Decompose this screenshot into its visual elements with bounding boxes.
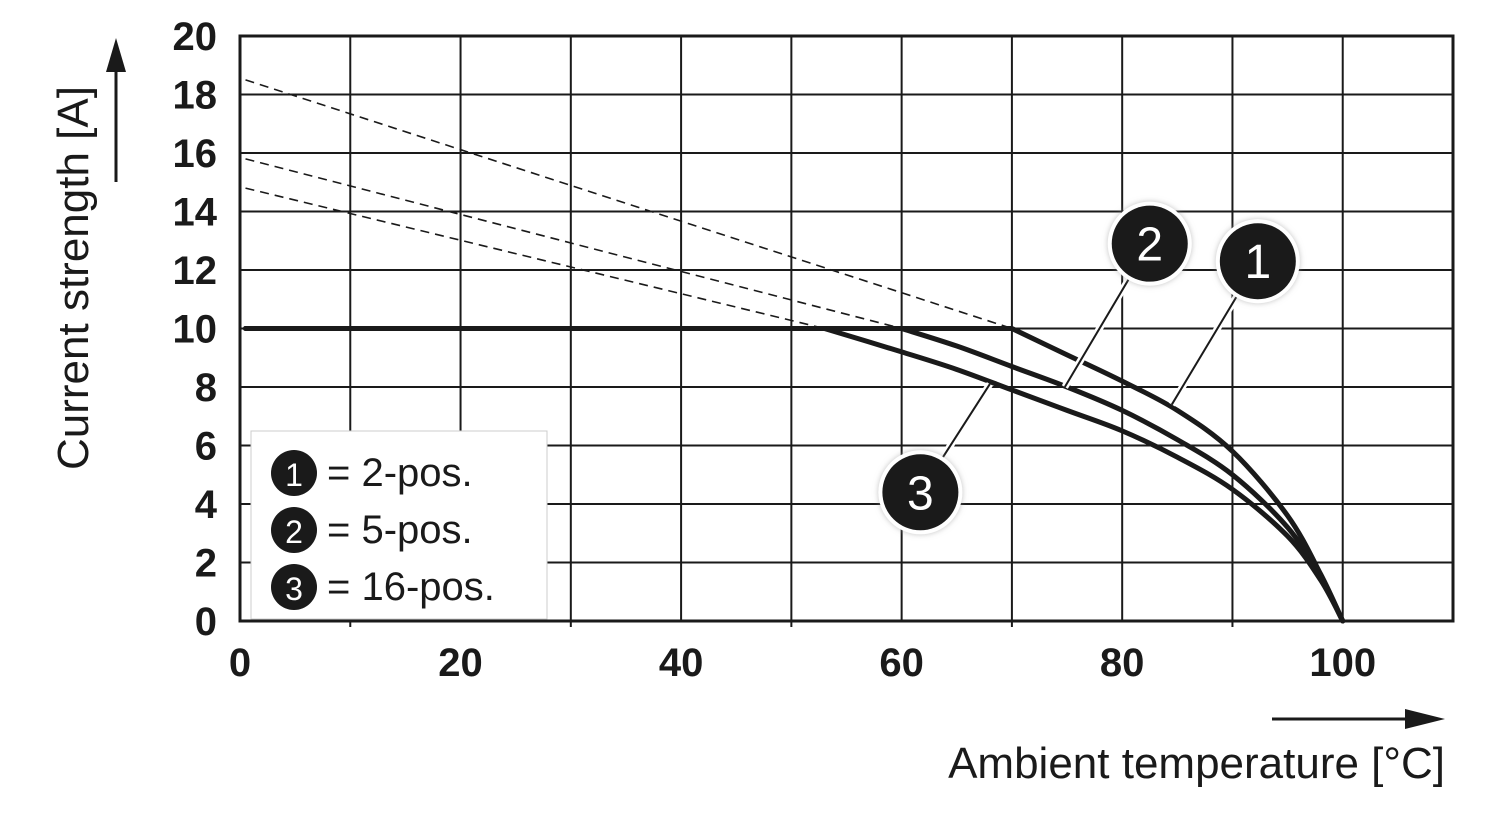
y-tick-label: 2	[195, 542, 217, 586]
legend-badge-1-number: 1	[285, 457, 303, 493]
y-tick-label: 14	[173, 191, 218, 235]
callouts: 2 1 3	[878, 201, 1300, 535]
callout-badge-number: 3	[907, 467, 934, 520]
x-tick-label: 100	[1309, 641, 1376, 685]
x-tick-labels: 0 20 40 60 80 100	[229, 641, 1376, 685]
y-tick-label: 20	[173, 15, 218, 59]
y-tick-labels: 0 2 4 6 8 10 12 14 16 18 20	[173, 15, 218, 644]
legend-item-1: 1 = 2-pos.	[271, 450, 473, 496]
y-tick-label: 16	[173, 132, 218, 176]
legend-badge-3	[271, 564, 317, 610]
y-tick-label: 18	[173, 74, 218, 118]
x-tick-label: 20	[438, 641, 483, 685]
legend-label-3: = 16-pos.	[327, 565, 495, 609]
y-tick-label: 8	[195, 366, 217, 410]
series-3-line	[243, 326, 1346, 624]
callout-3: 3	[878, 382, 993, 535]
y-tick-label: 10	[173, 308, 218, 352]
y-axis-title: Current strength [A]	[49, 38, 126, 470]
callout-1: 1	[1168, 219, 1300, 407]
callout-badge-number: 1	[1244, 236, 1271, 289]
legend-label-2: = 5-pos.	[327, 508, 473, 552]
x-tick-label: 60	[879, 641, 924, 685]
callout-badge	[1219, 223, 1296, 300]
x-tick-label: 40	[659, 641, 704, 685]
y-axis-label: Current strength [A]	[49, 86, 98, 470]
legend-badge-2-number: 2	[285, 514, 303, 550]
callout-badge	[1111, 205, 1188, 282]
plot-frame	[238, 34, 1455, 623]
callout-badge	[882, 454, 959, 531]
legend-badge-3-number: 3	[285, 571, 303, 607]
series-lines	[243, 326, 1346, 624]
y-axis-arrow-head	[106, 38, 126, 72]
y-tick-label: 0	[195, 600, 217, 644]
legend-badge-1	[271, 450, 317, 496]
series-2-dashed	[245, 158, 902, 330]
legend-badge-2	[271, 507, 317, 553]
x-axis-arrow-head	[1405, 709, 1445, 729]
series-3-dashed	[245, 187, 825, 330]
legend-item-2: 2 = 5-pos.	[271, 507, 473, 553]
dashed-extrapolations	[245, 79, 1013, 330]
legend: 1 = 2-pos. 2 = 5-pos. 3 = 16-pos.	[250, 430, 548, 620]
series-1-dashed	[245, 79, 1013, 330]
x-axis-label: Ambient temperature [°C]	[948, 739, 1445, 788]
callout-badge-number: 2	[1136, 219, 1163, 272]
legend-item-3: 3 = 16-pos.	[271, 564, 495, 610]
x-tick-label: 0	[229, 641, 251, 685]
callout-2: 2	[1061, 201, 1192, 389]
x-tick-label: 80	[1100, 641, 1145, 685]
y-tick-label: 6	[195, 425, 217, 469]
y-tick-label: 12	[173, 249, 218, 293]
legend-label-1: = 2-pos.	[327, 451, 473, 495]
x-axis-title: Ambient temperature [°C]	[948, 709, 1445, 788]
series-2-line	[243, 326, 1346, 624]
y-tick-label: 4	[195, 483, 218, 527]
